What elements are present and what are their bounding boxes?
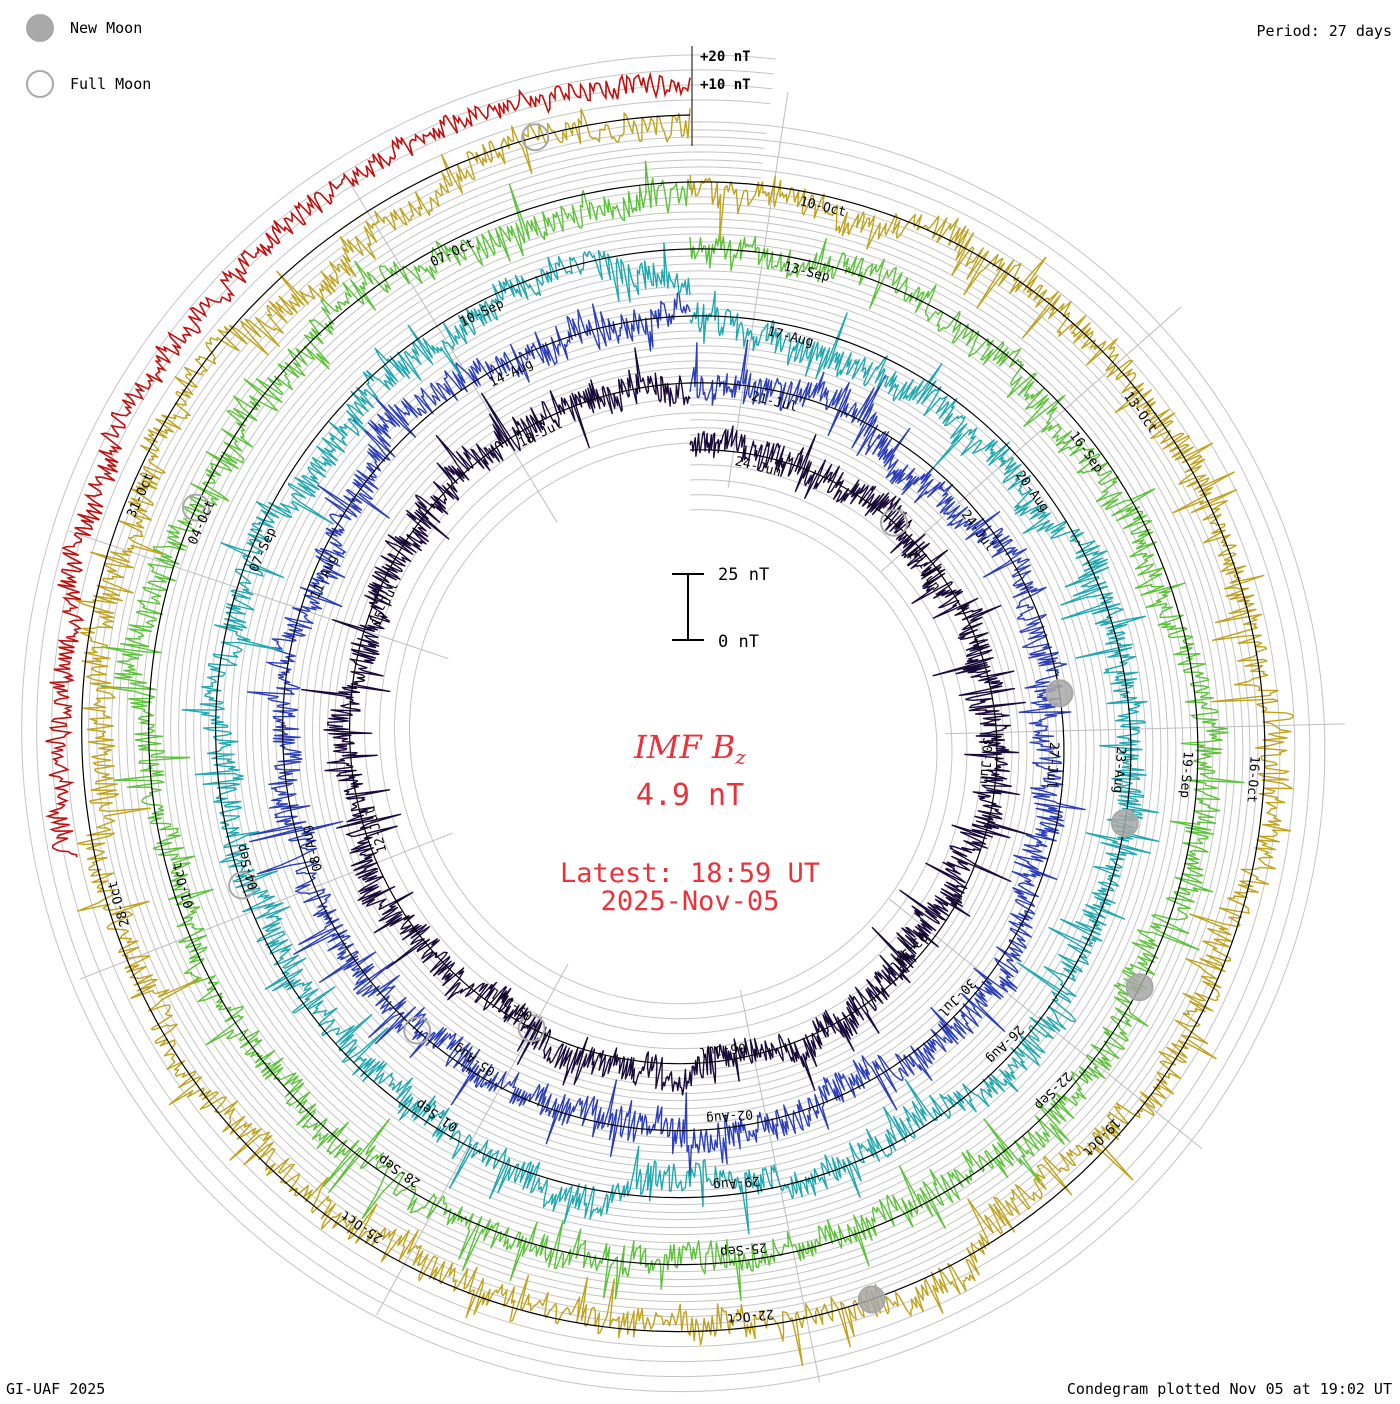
date-label: 19-Sep xyxy=(1177,751,1195,799)
ring-grid xyxy=(21,54,1326,1393)
date-label: 30-Jun xyxy=(976,737,994,785)
latest-date: 2025-Nov-05 xyxy=(600,886,780,917)
day-spoke xyxy=(348,180,558,523)
date-label: 22-Oct xyxy=(726,1306,774,1326)
scale-plus20-label: +20 nT xyxy=(700,49,751,65)
grid-ring xyxy=(51,84,1296,1363)
new-moon-icon xyxy=(26,14,54,42)
parameter-title-main: IMF B xyxy=(634,728,736,766)
period-label: Period: 27 days xyxy=(1256,22,1392,40)
date-label: 25-Sep xyxy=(719,1239,767,1259)
latest-time: Latest: 18:59 UT xyxy=(559,858,821,889)
grid-ring xyxy=(141,174,1206,1273)
legend-full-moon-label: Full Moon xyxy=(70,75,152,93)
day-spoke xyxy=(79,832,453,980)
bz-trace-rotation-3 xyxy=(181,242,1160,1235)
full-moon-icon xyxy=(26,70,54,98)
full-moon-marker xyxy=(521,123,550,152)
day-spoke xyxy=(727,92,789,488)
date-label: 10-Oct xyxy=(798,194,847,220)
new-moon-marker xyxy=(857,1285,886,1314)
full-moon-marker xyxy=(228,871,257,900)
legend-new-moon-label: New Moon xyxy=(70,19,143,37)
current-value: 4.9 nT xyxy=(635,778,745,813)
grid-ring xyxy=(111,144,1236,1303)
day-spoke xyxy=(888,898,1203,1149)
legend-new-moon: New Moon xyxy=(26,14,142,42)
date-label: 02-Aug xyxy=(705,1106,753,1126)
full-moon-marker xyxy=(517,1014,546,1043)
moon-markers xyxy=(182,123,1154,1314)
new-moon-marker xyxy=(1045,679,1074,708)
legend-full-moon: Full Moon xyxy=(26,70,151,98)
scale-bar-bottom-label: 0 nT xyxy=(718,632,759,652)
date-label: 27-Jul xyxy=(1043,741,1061,789)
date-label: 13-Sep xyxy=(782,259,831,285)
date-label: 21-Jul xyxy=(750,389,799,415)
bz-trace-rotation-2 xyxy=(247,292,1086,1177)
latest-timestamp: Latest: 18:59 UT 2025-Nov-05 xyxy=(490,860,890,916)
grid-ring xyxy=(126,159,1221,1288)
bz-trace-latest xyxy=(44,71,691,858)
bz-trace-rotation-4 xyxy=(100,160,1245,1302)
day-spoke xyxy=(376,963,569,1316)
full-moon-marker xyxy=(880,508,908,537)
full-moon-marker xyxy=(182,493,210,522)
day-spoke xyxy=(944,723,1345,735)
day-spoke xyxy=(880,306,1182,572)
grid-ring xyxy=(36,69,1311,1378)
date-label: 16-Oct xyxy=(1243,755,1261,803)
plotted-timestamp: Condegram plotted Nov 05 at 19:02 UT xyxy=(1066,1380,1392,1398)
full-moon-marker xyxy=(403,1016,432,1045)
parameter-title: IMF Bz xyxy=(490,728,890,769)
bz-trace-rotation-1 xyxy=(301,347,1033,1096)
zero-ring xyxy=(81,114,1266,1333)
credit-label: GI-UAF 2025 xyxy=(6,1380,106,1398)
bz-trace-rotation-5 xyxy=(75,108,1295,1367)
date-label: 23-Aug xyxy=(1110,746,1128,794)
scale-bar-top-label: 25 nT xyxy=(718,565,769,585)
bz-traces xyxy=(44,71,1295,1367)
scale-plus10-label: +10 nT xyxy=(700,77,751,93)
date-label: 29-Aug xyxy=(712,1173,760,1193)
date-label: 06-Jul xyxy=(698,1039,746,1059)
new-moon-marker xyxy=(1110,809,1139,837)
zero-rings xyxy=(81,114,1266,1333)
parameter-title-subscript: z xyxy=(735,745,746,769)
date-label: 24-Jun xyxy=(733,454,782,480)
new-moon-marker xyxy=(1125,973,1154,1002)
